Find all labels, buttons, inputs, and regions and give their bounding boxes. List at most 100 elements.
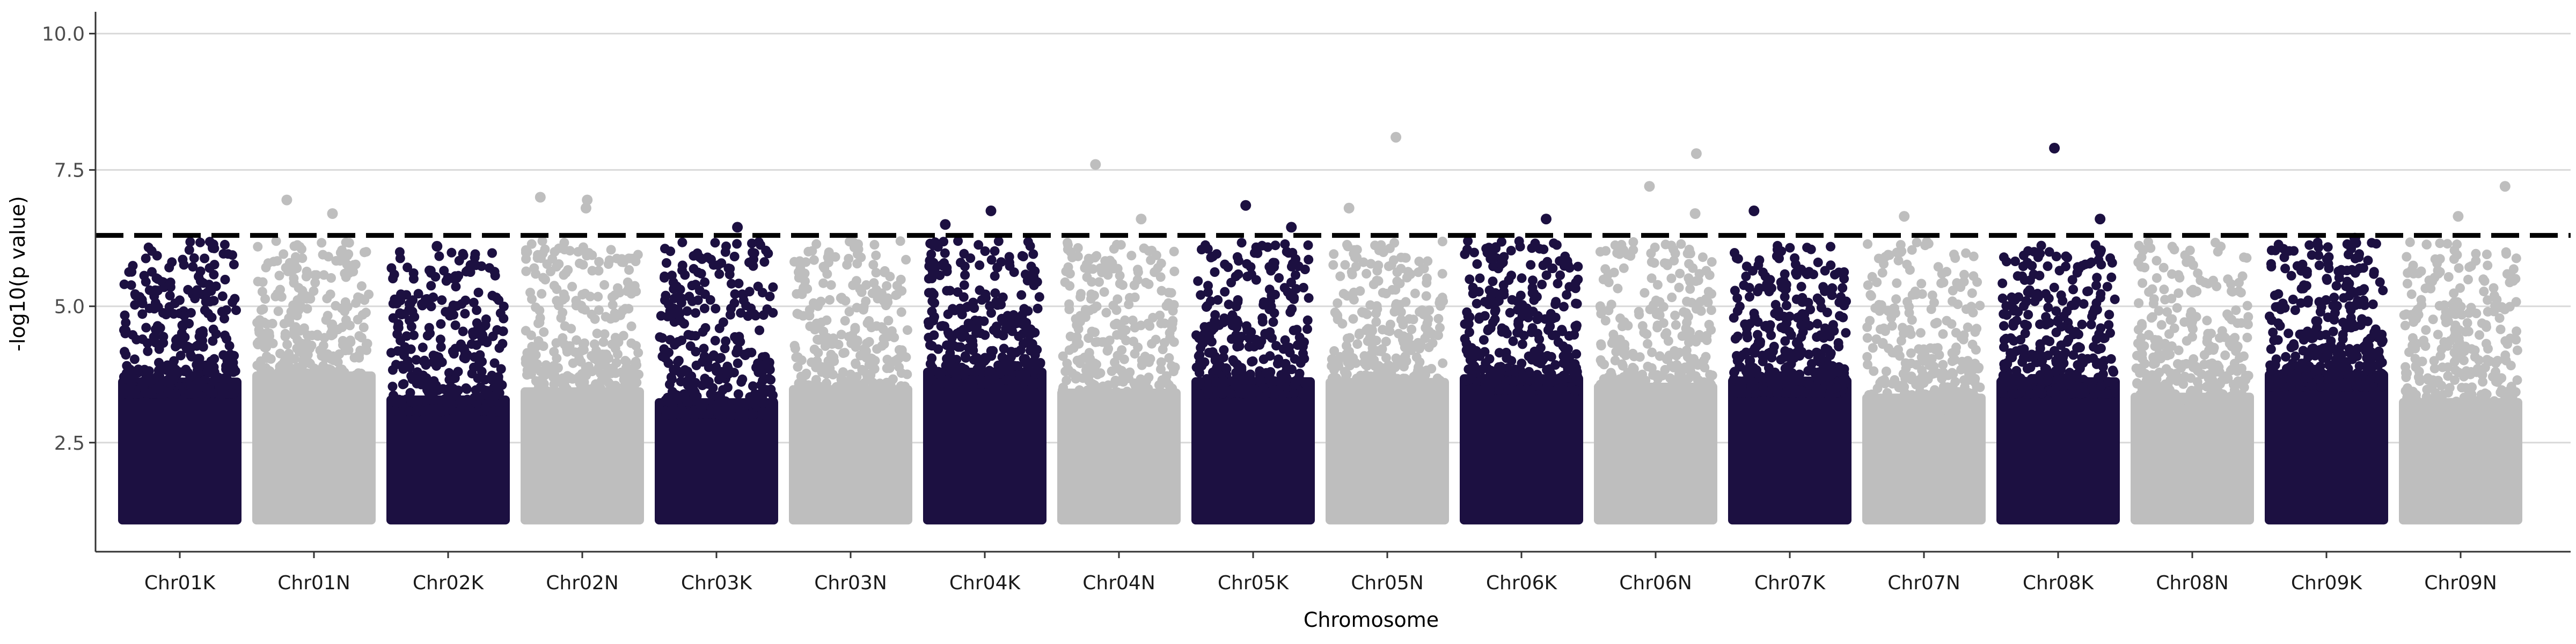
snp-point (1156, 258, 1166, 268)
snp-point (354, 353, 364, 363)
snp-point (1517, 300, 1527, 310)
snp-point (1483, 325, 1493, 335)
snp-point (1697, 252, 1708, 262)
snp-point (1805, 304, 1816, 314)
snp-point (746, 409, 756, 419)
snp-point (990, 246, 1000, 256)
snp-point (133, 364, 143, 375)
snp-point (337, 245, 347, 255)
snp-point (743, 311, 753, 321)
snp-point (695, 400, 705, 411)
snp-point (1780, 292, 1790, 302)
snp-point (559, 238, 569, 248)
snp-point (760, 387, 771, 397)
snp-point (119, 279, 129, 289)
snp-point (326, 273, 336, 283)
snp-point (260, 294, 270, 304)
snp-point (1110, 357, 1119, 368)
snp-point (961, 353, 971, 363)
snp-point (1145, 354, 1155, 364)
snp-point (171, 341, 181, 352)
chromosome-points-chr01k (118, 237, 241, 525)
snp-point (841, 397, 851, 407)
snp-point (671, 281, 682, 291)
snp-point (425, 378, 435, 389)
snp-point (261, 334, 271, 344)
snp-point (959, 248, 969, 259)
snp-point (202, 288, 213, 297)
snp-point (1553, 279, 1563, 289)
snp-point (1804, 349, 1814, 360)
snp-point (948, 304, 958, 314)
snp-point (186, 343, 196, 353)
snp-point (218, 350, 229, 360)
snp-point (1088, 304, 1099, 314)
snp-point (280, 362, 290, 372)
snp-point (1058, 383, 1069, 392)
snp-point (1826, 241, 1835, 252)
snp-point (1302, 324, 1312, 334)
snp-point (1526, 385, 1536, 396)
snp-point (1131, 400, 1141, 410)
snp-point (603, 259, 613, 269)
snp-point (1648, 391, 1658, 401)
snp-point (842, 260, 852, 270)
snp-point (289, 354, 299, 364)
snp-point (567, 374, 577, 384)
snp-point (253, 241, 263, 252)
snp-point (297, 286, 308, 296)
snp-point (421, 360, 431, 370)
snp-point (430, 272, 441, 282)
snp-point (925, 371, 934, 381)
snp-point (659, 344, 669, 354)
snp-point (840, 316, 850, 326)
snp-point (857, 380, 867, 391)
snp-point (1126, 251, 1137, 261)
snp-point (185, 237, 195, 247)
snp-point (141, 323, 151, 333)
snp-point (660, 353, 670, 363)
snp-point (1796, 332, 1806, 342)
snp-point (143, 366, 153, 376)
snp-point (405, 393, 415, 404)
snp-point (1076, 289, 1086, 299)
snp-point (184, 245, 194, 255)
snp-point (927, 265, 938, 275)
snp-point (1558, 370, 1569, 380)
snp-point (894, 345, 904, 355)
snp-point (358, 323, 369, 332)
snp-point (531, 302, 541, 312)
snp-point (1526, 260, 1536, 270)
snp-point (869, 364, 880, 374)
chromosome-points-chr02k (386, 240, 510, 525)
snp-point (318, 250, 328, 260)
snp-point (1060, 277, 1070, 287)
snp-point (587, 351, 597, 361)
snp-point (1626, 372, 1636, 382)
snp-point (539, 327, 549, 337)
snp-point (1802, 269, 1812, 280)
snp-point (1130, 349, 1140, 359)
snp-point (968, 379, 978, 389)
snp-point (438, 406, 448, 416)
snp-point (473, 373, 483, 383)
snp-point (1101, 308, 1111, 318)
snp-point (1236, 365, 1247, 375)
snp-point (1148, 312, 1158, 323)
snp-point (604, 379, 614, 389)
snp-point (1472, 259, 1482, 269)
snp-point (631, 356, 641, 367)
snp-point (1359, 351, 1370, 361)
snp-point (852, 303, 862, 313)
snp-point (421, 294, 430, 304)
snp-point (1433, 313, 1444, 324)
snp-point (529, 263, 539, 273)
snp-point (1702, 335, 1712, 345)
snp-point (1299, 354, 1309, 364)
snp-point (566, 324, 576, 334)
snp-point (1373, 260, 1384, 270)
snp-point (580, 305, 590, 315)
snp-point (1538, 260, 1548, 270)
snp-point (335, 256, 345, 266)
snp-point (1201, 302, 1211, 312)
